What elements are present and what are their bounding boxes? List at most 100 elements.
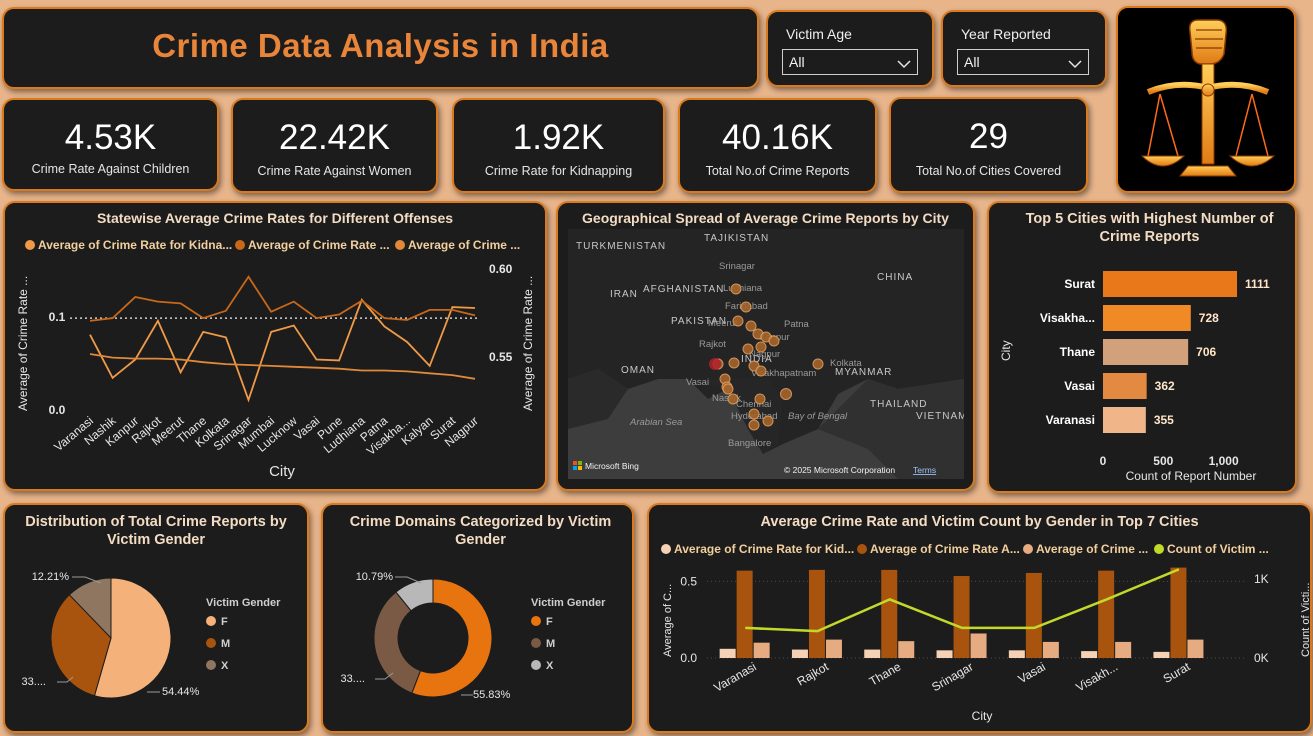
bar: [1103, 305, 1191, 331]
map-place-label: AFGHANISTAN: [643, 284, 724, 295]
pie-slice: [411, 578, 493, 698]
map-place-label: Ludhiana: [723, 283, 763, 294]
y-tick-label: Vasai: [1064, 379, 1095, 393]
legend-item: Average of Crime ...: [1023, 542, 1148, 556]
legend-dot: [531, 660, 541, 670]
scales-of-justice-fist-icon: [1140, 19, 1276, 177]
slice-label: 55.83%: [473, 689, 511, 701]
map-place-label: INDIA: [741, 354, 773, 365]
bar: [736, 570, 753, 658]
x-axis-title: Count of Report Number: [1126, 469, 1257, 483]
legend-label: Average of Crime Rate for Kid...: [674, 542, 855, 556]
y-tick-label: 0.0: [49, 403, 66, 417]
map-bubble: [812, 358, 824, 370]
bar: [1025, 572, 1042, 658]
legend-label: M: [546, 638, 555, 650]
legend-label: F: [221, 616, 228, 628]
map-bubble: [762, 415, 774, 427]
slicer-label: Victim Age: [786, 26, 852, 42]
y2-axis-title: Count of Victi...: [1300, 583, 1310, 657]
y-tick-label: Visakha...: [1040, 311, 1095, 325]
bar: [1098, 570, 1115, 658]
logo-card: [1116, 6, 1296, 193]
bar: [1170, 567, 1187, 658]
map-place-label: Meerut: [708, 318, 738, 329]
legend-dot: [395, 240, 405, 250]
legend-label: X: [221, 660, 229, 672]
data-label: 355: [1154, 413, 1174, 427]
legend-item: Average of Crime Rate ...: [235, 238, 390, 252]
kpi-card-women: 22.42K Crime Rate Against Women: [231, 98, 438, 193]
bar: [1103, 407, 1146, 433]
map-place-label: Bangalore: [728, 438, 771, 449]
title-card: Crime Data Analysis in India: [2, 7, 759, 89]
bar: [753, 642, 770, 658]
bing-logo: Microsoft Bing: [585, 461, 639, 471]
map-copyright: © 2025 Microsoft Corporation: [784, 465, 895, 475]
map-bubble: [732, 315, 744, 327]
map-place-label: Vasai: [686, 377, 709, 388]
donut-svg: Victim Gender 55.83% 33.... 10.79% FMX: [341, 571, 607, 701]
legend-item: Average of Crime ...: [395, 238, 520, 252]
pie-slice: [93, 577, 172, 699]
bar: [1081, 651, 1098, 658]
x-tick-label: 500: [1153, 454, 1173, 468]
legend-item: Count of Victim ...: [1154, 542, 1269, 556]
kpi-card-total-reports: 40.16K Total No.of Crime Reports: [678, 98, 877, 193]
map-place-label: Chennai: [736, 399, 771, 410]
legend-title: Victim Gender: [206, 597, 281, 609]
map-bubble: [740, 301, 752, 313]
legend-dot: [206, 616, 216, 626]
map-place-label: VIETNAM: [916, 411, 964, 422]
legend-dot: [1023, 544, 1033, 554]
legend-label: Average of Crime Rate for Kidna...: [38, 238, 233, 252]
legend-dot: [206, 638, 216, 648]
kpi-value: 4.53K: [64, 118, 157, 157]
x-tick-label: Rajkot: [794, 659, 831, 688]
year-reported-dropdown[interactable]: All: [957, 49, 1089, 75]
kpi-card-children: 4.53K Crime Rate Against Children: [2, 98, 219, 191]
map-terms-link[interactable]: Terms: [913, 465, 936, 475]
map-bubble: [755, 365, 767, 377]
legend-dot: [531, 638, 541, 648]
map-bubble: [755, 341, 767, 353]
map-bubble: [742, 343, 754, 355]
series-line: [89, 275, 476, 322]
y2-tick-label: 1K: [1254, 572, 1269, 586]
kpi-value: 22.42K: [279, 118, 390, 157]
map-title: Geographical Spread of Average Crime Rep…: [582, 210, 949, 226]
map-bubble: [709, 358, 721, 370]
slice-label: 12.21%: [32, 571, 70, 583]
kpi-value: 40.16K: [722, 118, 833, 157]
bar: [825, 639, 842, 658]
leader-line: [57, 676, 74, 683]
data-label: 1111: [1245, 277, 1270, 291]
kpi-label: Total No.of Crime Reports: [705, 164, 850, 178]
pie-slice: [68, 577, 112, 640]
map-place-label: Arabian Sea: [629, 417, 682, 428]
series-line: [745, 568, 1180, 633]
bar: [1103, 271, 1237, 297]
map-svg[interactable]: TURKMENISTAN TAJIKISTAN IRAN AFGHANISTAN PAK…: [568, 229, 964, 479]
statewise-line-chart: Statewise Average Crime Rates for Differ…: [3, 201, 547, 491]
page-title: Crime Data Analysis in India: [152, 27, 609, 64]
map-place-label: CHINA: [877, 272, 913, 283]
y-tick-label: 0.1: [49, 310, 66, 324]
year-reported-slicer: Year Reported All: [941, 10, 1107, 87]
kpi-label: Total No.of Cities Covered: [915, 164, 1062, 178]
kpi-card-kidnapping: 1.92K Crime Rate for Kidnapping: [452, 98, 665, 193]
map-place-label: TURKMENISTAN: [576, 241, 666, 252]
x-axis-title: City: [269, 463, 295, 480]
leader-line: [375, 672, 394, 680]
bar: [1153, 651, 1170, 658]
legend-dot: [857, 544, 867, 554]
top5-svg: City Count of Report Number Surat 1111 Vis…: [999, 271, 1270, 483]
legend-dot: [25, 240, 35, 250]
y2-tick-label: 0.55: [489, 350, 513, 364]
series-line: [89, 353, 476, 380]
series-line: [89, 298, 476, 403]
y-tick-label: Surat: [1064, 277, 1095, 291]
legend-item: Average of Crime Rate for Kid...: [661, 542, 854, 556]
bar: [791, 649, 808, 658]
victim-age-dropdown[interactable]: All: [782, 49, 918, 75]
